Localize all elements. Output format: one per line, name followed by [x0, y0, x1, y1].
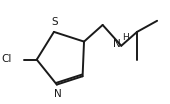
Text: Cl: Cl — [1, 54, 12, 64]
Text: N: N — [54, 89, 61, 99]
Text: H: H — [122, 33, 129, 42]
Text: N: N — [113, 39, 121, 49]
Text: S: S — [51, 17, 58, 27]
